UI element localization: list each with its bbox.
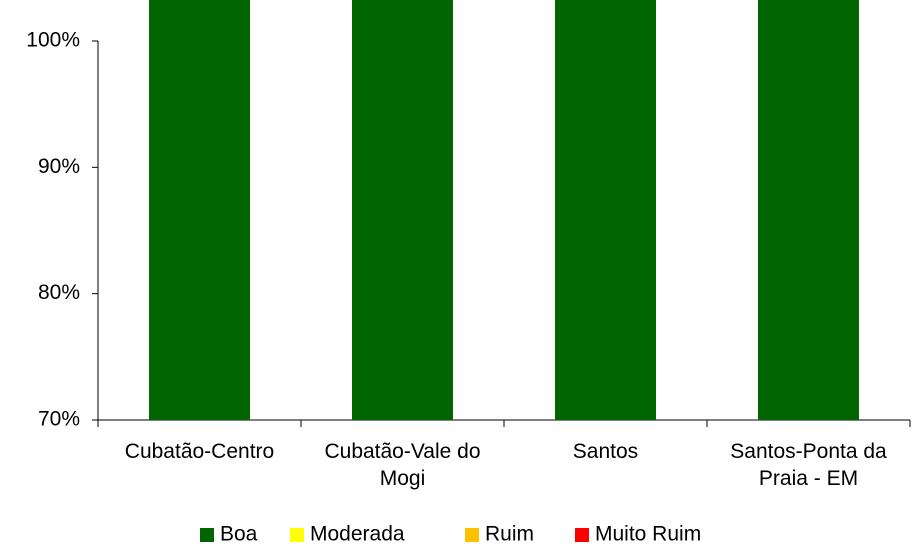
y-tick-label: 100%: [26, 29, 80, 52]
legend-label: Moderada: [310, 523, 405, 546]
x-tick-label: Santos: [572, 440, 639, 463]
bar-segment: [758, 0, 859, 420]
legend-swatch: [290, 528, 304, 542]
y-tick-label: 90%: [38, 155, 80, 178]
bar-segment: [352, 0, 453, 420]
legend-label: Ruim: [485, 523, 534, 546]
y-tick-label: 80%: [38, 281, 80, 304]
legend-swatch: [575, 528, 589, 542]
legend-swatch: [200, 528, 214, 542]
legend-label: Muito Ruim: [595, 523, 701, 546]
x-tick-label: Cubatão-Centro: [124, 440, 275, 463]
x-tick-label: Cubatão-Vale do Mogi: [324, 440, 481, 490]
bar-segment: [149, 0, 250, 420]
x-tick-label: Santos-Ponta da Praia - EM: [730, 440, 887, 490]
legend-label: Boa: [220, 523, 258, 546]
bar-segment: [555, 0, 656, 420]
y-tick-label: 70%: [38, 408, 80, 431]
legend-swatch: [465, 528, 479, 542]
